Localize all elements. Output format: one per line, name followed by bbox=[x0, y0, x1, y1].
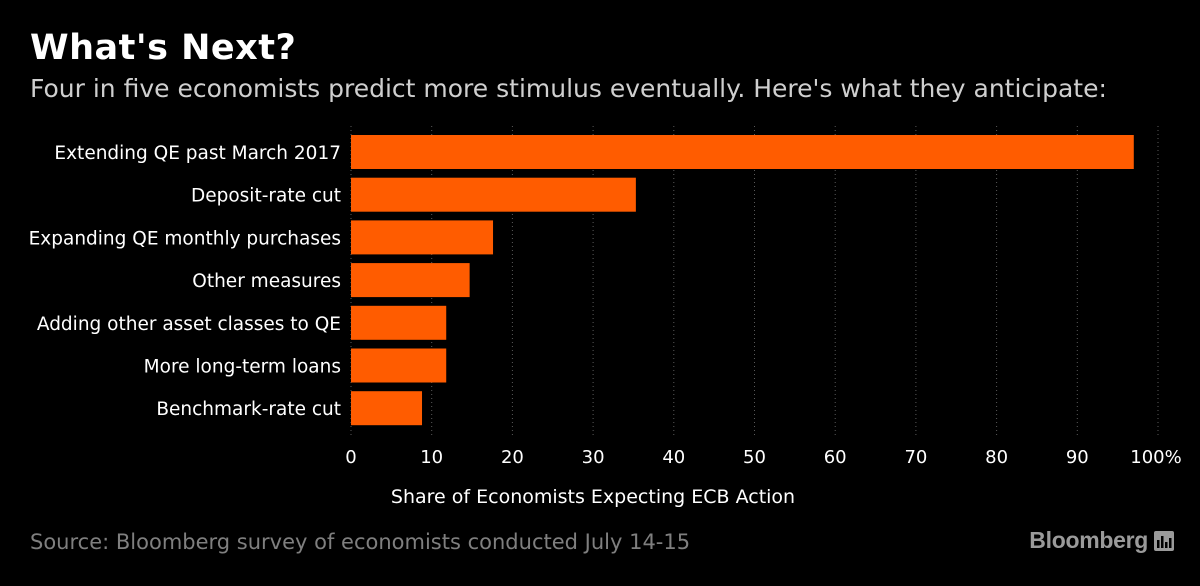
grid-lines bbox=[350, 126, 1159, 436]
x-tick-label: 70 bbox=[904, 447, 927, 468]
x-tick-label: 10 bbox=[420, 447, 443, 468]
x-tick-label: 90 bbox=[1066, 447, 1089, 468]
category-label: Other measures bbox=[192, 271, 341, 292]
category-label: Adding other asset classes to QE bbox=[37, 314, 341, 335]
bars bbox=[351, 135, 1134, 426]
category-label: Expanding QE monthly purchases bbox=[29, 228, 341, 249]
bar bbox=[351, 220, 494, 255]
bar bbox=[351, 177, 636, 212]
bar bbox=[351, 135, 1134, 169]
bar bbox=[351, 305, 447, 340]
category-labels: Extending QE past March 2017 Deposit-rate… bbox=[29, 143, 341, 420]
x-tick-label: 60 bbox=[824, 447, 847, 468]
x-tick-label: 20 bbox=[501, 447, 524, 468]
category-label: More long-term loans bbox=[144, 357, 341, 378]
brand-name: Bloomberg bbox=[1029, 527, 1148, 553]
x-axis-label: Share of Economists Expecting ECB Action bbox=[391, 486, 795, 508]
bloomberg-chart-icon bbox=[1154, 530, 1174, 551]
category-label: Benchmark-rate cut bbox=[156, 399, 341, 420]
x-tick-label: 40 bbox=[662, 447, 685, 468]
source-note: Source: Bloomberg survey of economists c… bbox=[30, 530, 691, 554]
x-tick-labels: 0 10 20 30 40 50 60 70 80 90 100% bbox=[345, 447, 1181, 468]
category-label: Deposit-rate cut bbox=[191, 186, 341, 207]
x-tick-label: 30 bbox=[582, 447, 605, 468]
bar bbox=[351, 348, 447, 383]
category-label: Extending QE past March 2017 bbox=[54, 143, 341, 164]
chart-title: What's Next? bbox=[30, 28, 297, 68]
chart-subtitle: Four in five economists predict more sti… bbox=[30, 74, 1107, 103]
brand: Bloomberg bbox=[1029, 527, 1174, 554]
x-tick-label: 100% bbox=[1130, 447, 1181, 468]
x-tick-label: 80 bbox=[985, 447, 1008, 468]
x-tick-label: 50 bbox=[743, 447, 766, 468]
bar bbox=[351, 263, 470, 298]
bar bbox=[351, 391, 423, 426]
x-tick-label: 0 bbox=[345, 447, 356, 468]
